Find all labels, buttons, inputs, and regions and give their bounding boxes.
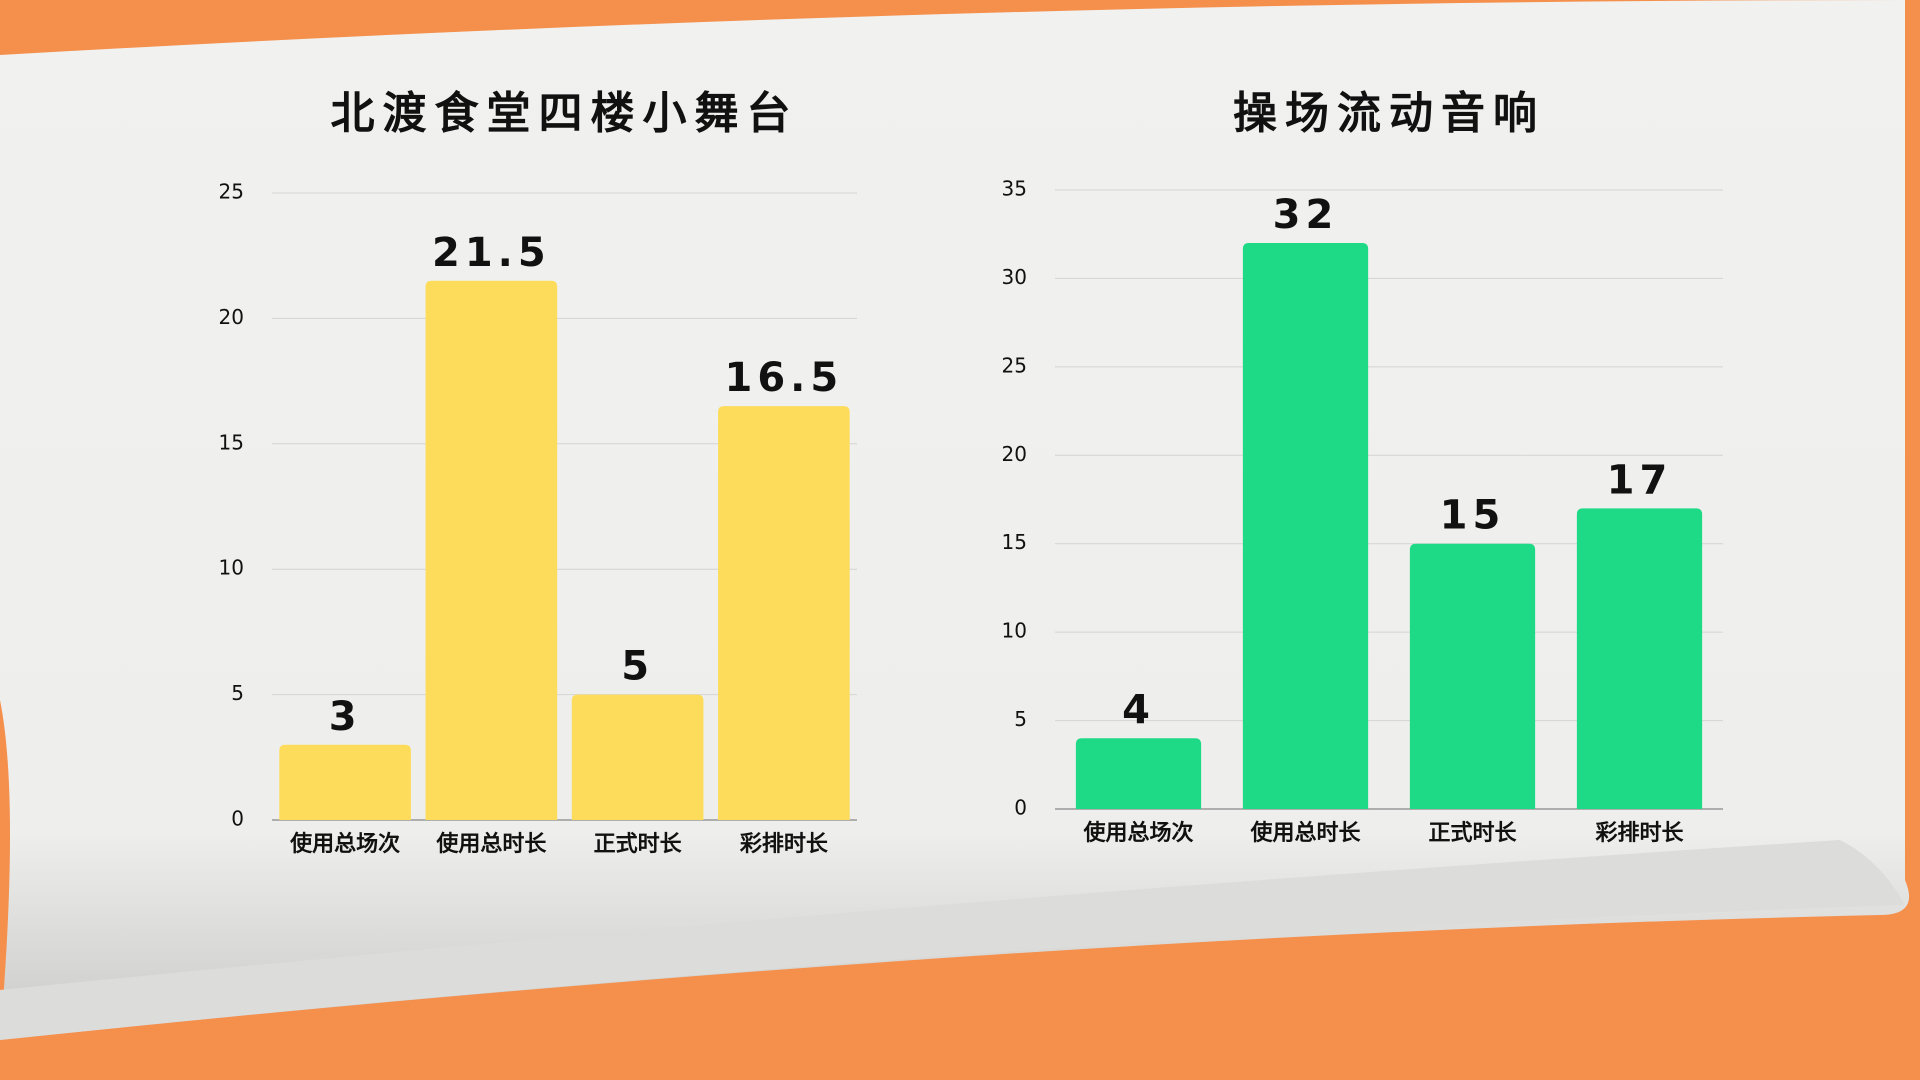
value-label: 17 — [1607, 457, 1673, 503]
x-tick-label: 彩排时长 — [1594, 821, 1684, 846]
value-label: 16.5 — [725, 355, 844, 401]
y-tick-label: 35 — [1002, 177, 1027, 201]
bar — [1075, 738, 1202, 809]
value-label: 3 — [329, 694, 362, 740]
value-label: 5 — [621, 644, 654, 690]
y-tick-label: 20 — [219, 305, 244, 329]
bar — [1242, 243, 1369, 810]
x-tick-label: 使用总场次 — [289, 831, 400, 857]
y-tick-label: 15 — [1002, 530, 1027, 554]
bar — [425, 280, 558, 820]
x-tick-label: 正式时长 — [1428, 821, 1517, 846]
bar — [1409, 543, 1536, 809]
bar — [571, 694, 704, 820]
x-tick-label: 使用总时长 — [435, 831, 547, 857]
value-label: 4 — [1122, 687, 1155, 733]
value-label: 32 — [1273, 192, 1339, 238]
x-tick-label: 彩排时长 — [739, 832, 829, 857]
bar — [718, 406, 850, 820]
y-tick-label: 0 — [231, 807, 244, 831]
chart-title: 操场流动音响 — [1233, 88, 1545, 139]
x-tick-label: 使用总场次 — [1082, 820, 1193, 846]
y-tick-label: 25 — [1002, 353, 1027, 377]
paper-curl — [0, 840, 1905, 1040]
y-tick-label: 20 — [1002, 442, 1027, 466]
y-tick-label: 5 — [231, 681, 244, 705]
y-tick-label: 25 — [219, 180, 244, 204]
y-tick-label: 30 — [1002, 265, 1027, 289]
y-tick-label: 15 — [219, 430, 244, 454]
x-tick-label: 正式时长 — [594, 832, 683, 857]
bar — [279, 744, 411, 820]
bar — [1576, 508, 1703, 809]
y-tick-label: 10 — [1002, 619, 1027, 643]
chart-title: 北渡食堂四楼小舞台 — [331, 88, 799, 139]
value-label: 21.5 — [432, 230, 551, 276]
value-label: 15 — [1440, 493, 1506, 539]
y-tick-label: 5 — [1014, 707, 1027, 731]
x-tick-label: 使用总时长 — [1249, 820, 1361, 846]
y-tick-label: 10 — [219, 556, 244, 580]
y-tick-label: 0 — [1014, 796, 1027, 820]
